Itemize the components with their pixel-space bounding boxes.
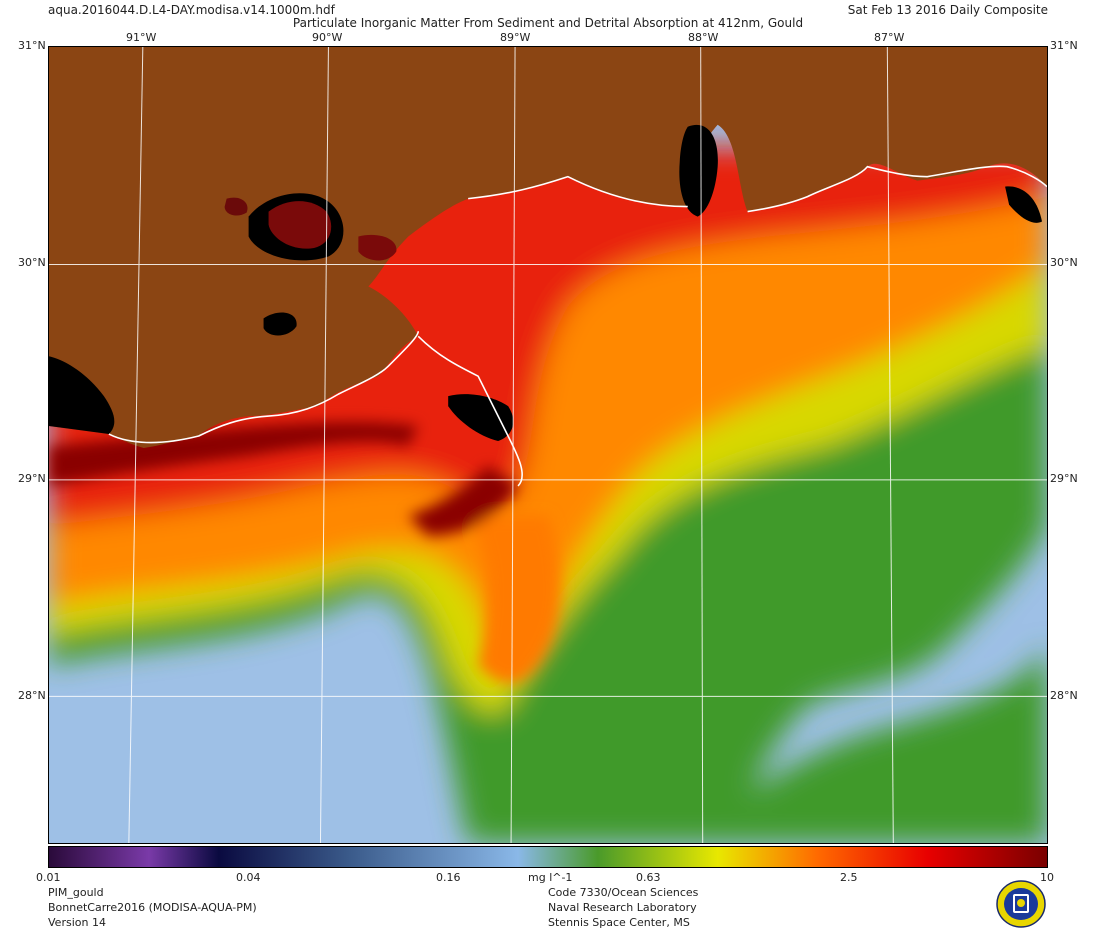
no-data-delta [448,394,514,442]
cbar-label-2: 0.16 [436,871,461,884]
color-bar [48,846,1048,868]
lat-tick-left-30: 30°N [18,256,46,269]
composite-date: Sat Feb 13 2016 Daily Composite [847,3,1048,17]
no-data-east [1005,186,1043,223]
cbar-label-5: 10 [1040,871,1054,884]
lake-borgne [358,234,397,261]
cbar-label-0: 0.01 [36,871,61,884]
dark-red-delta [408,465,519,536]
lake-maurepas [224,197,248,216]
east-green-band [697,645,1047,843]
lon-tick-top-91: 91°W [126,31,157,44]
version: Version 14 [48,916,106,929]
map-title: Particulate Inorganic Matter From Sedime… [292,16,804,30]
lon-tick-top-90: 90°W [312,31,343,44]
orange-plume-tongue [468,515,560,683]
lat-tick-right-28: 28°N [1050,689,1078,702]
graticule [49,47,1047,843]
lat-tick-left-28: 28°N [18,689,46,702]
lake-pontchartrain-sediment [268,201,332,249]
lat-tick-left-31: 31°N [18,39,46,52]
product-name: PIM_gould [48,886,104,899]
image-filename: aqua.2016044.D.L4-DAY.modisa.v14.1000m.h… [48,3,335,17]
cbar-label-4: 2.5 [840,871,858,884]
lat-tick-left-29: 29°N [18,472,46,485]
lon-tick-top-87: 87°W [874,31,905,44]
lon-tick-top-89: 89°W [500,31,531,44]
footer-left: PIM_gould BonnetCarre2016 (MODISA-AQUA-P… [48,885,257,930]
lat-tick-right-31: 31°N [1050,39,1078,52]
cbar-unit: mg l^-1 [528,871,573,884]
nrl-logo-icon [996,880,1046,928]
cbar-label-3: 0.63 [636,871,661,884]
lat-tick-right-29: 29°N [1050,472,1078,485]
mobile-bay [679,124,718,217]
coastline [108,165,1047,487]
small-lake-west [263,312,297,336]
lon-tick-top-88: 88°W [688,31,719,44]
satellite-map [48,46,1048,844]
cbar-label-1: 0.04 [236,871,261,884]
dataset-name: BonnetCarre2016 (MODISA-AQUA-PM) [48,901,257,914]
org-location: Stennis Space Center, MS [548,916,690,929]
org-code: Code 7330/Ocean Sciences [548,886,699,899]
org-name: Naval Research Laboratory [548,901,697,914]
footer-right: Code 7330/Ocean Sciences Naval Research … [548,885,698,930]
lat-tick-right-30: 30°N [1050,256,1078,269]
land [49,47,1047,448]
no-data-coastal-west [49,356,115,435]
